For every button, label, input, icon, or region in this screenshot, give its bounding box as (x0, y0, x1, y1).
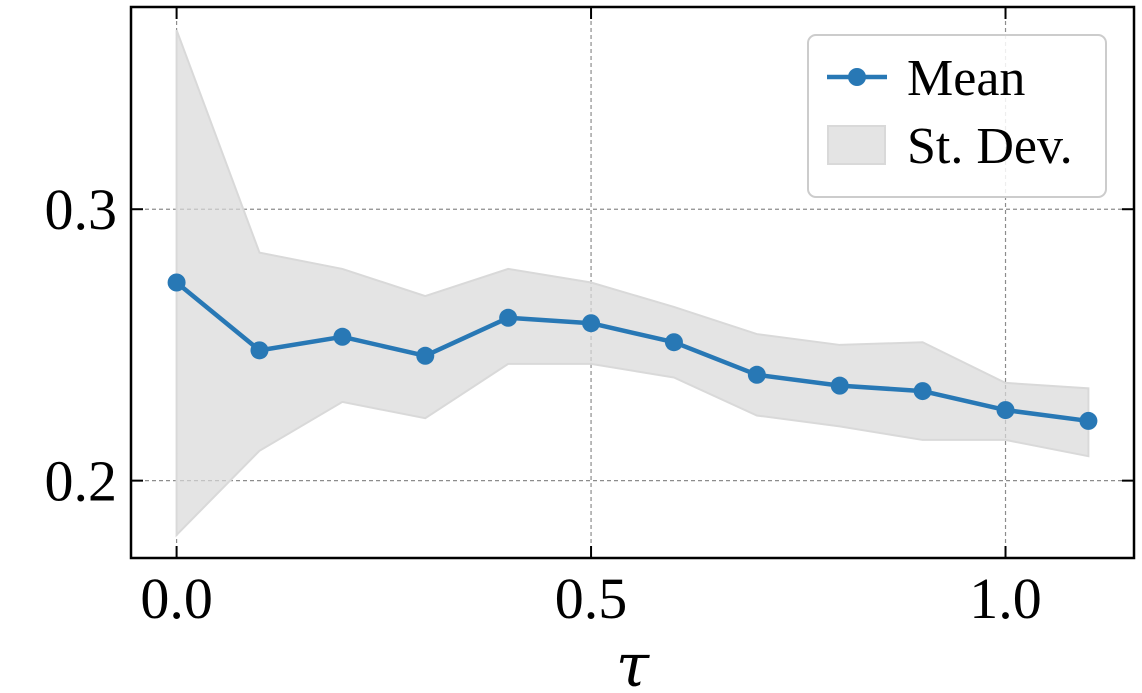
x-axis-label: τ (616, 631, 650, 693)
mean-point (913, 382, 932, 401)
legend-std-dev-patch-icon (827, 125, 886, 165)
plot-frame (129, 5, 1136, 560)
legend-std-dev-label: St. Dev. (907, 118, 1073, 175)
tick-labels: 0.0 0.5 1.0 0.2 0.3 (45, 177, 1042, 631)
y-tick-label: 0.2 (45, 449, 118, 514)
legend-mean-marker-icon (848, 68, 866, 86)
mean-point (167, 273, 186, 292)
legend: Mean St. Dev. (807, 34, 1107, 198)
mean-point (664, 333, 683, 352)
mean-point (582, 314, 601, 333)
axes (129, 5, 1136, 560)
y-tick-label: 0.3 (45, 177, 118, 242)
mean-line-layer (167, 273, 1098, 430)
x-tick-label: 0.5 (555, 566, 628, 631)
mean-point (499, 308, 518, 327)
mean-point (830, 376, 849, 395)
mean-point (250, 341, 269, 360)
x-tick-label: 1.0 (969, 566, 1042, 631)
std-dev-band-layer (175, 29, 1090, 538)
legend-mean-label: Mean (907, 50, 1025, 107)
mean-line (175, 280, 1089, 424)
x-tick-label: 0.0 (140, 566, 213, 631)
mean-point (747, 365, 766, 384)
mean-point (416, 346, 435, 365)
mean-point (996, 401, 1015, 420)
mean-point (333, 327, 352, 346)
mean-point (1079, 411, 1098, 430)
std-dev-band (175, 29, 1090, 538)
